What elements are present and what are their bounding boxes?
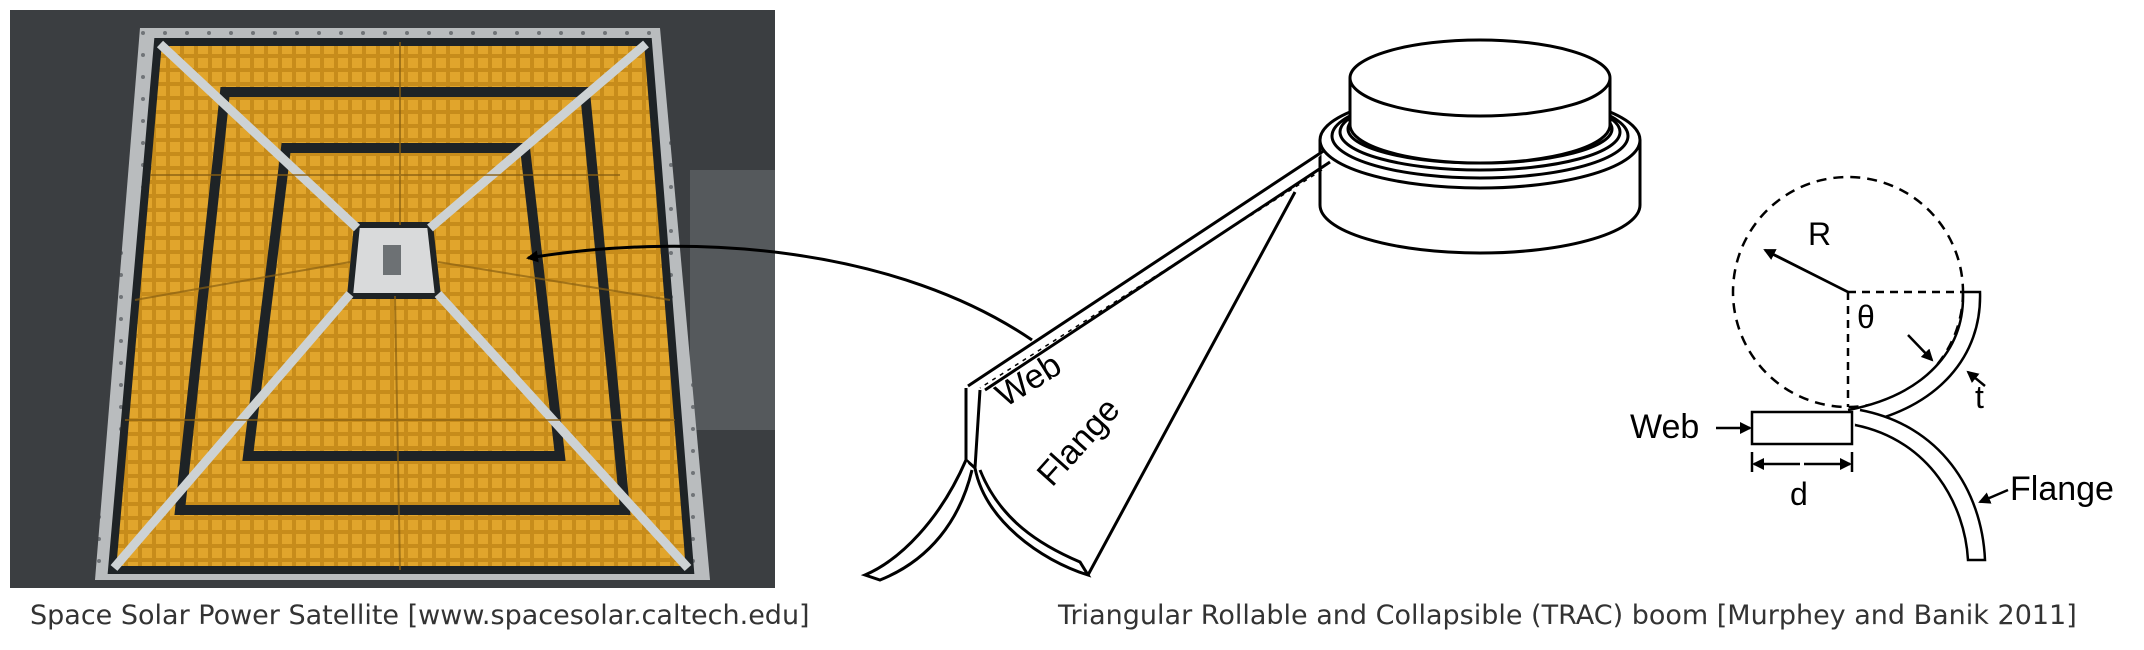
- radius-label: R: [1808, 216, 1831, 252]
- web-label: Web: [1630, 408, 1699, 446]
- flange-arrow: [1980, 490, 2008, 502]
- cross-section: [1733, 177, 1985, 560]
- radius-arrow: [1765, 250, 1848, 292]
- angle-label: θ: [1857, 299, 1875, 335]
- thickness-label: t: [1975, 379, 1984, 415]
- lower-flange: [1855, 410, 1985, 560]
- satellite-photo: [10, 10, 1032, 588]
- width-label: d: [1790, 476, 1808, 512]
- photo-caption: Space Solar Power Satellite [www.spaceso…: [30, 600, 810, 631]
- thickness-arrow-out: [1908, 335, 1932, 360]
- cross-section-arrows: [1716, 250, 2008, 502]
- flange-label: Flange: [2010, 470, 2114, 508]
- figure-canvas: Web Flange R θ t Web d Flange: [0, 0, 2144, 590]
- boom-caption: Triangular Rollable and Collapsible (TRA…: [1058, 600, 2077, 631]
- web-rect: [1752, 412, 1852, 444]
